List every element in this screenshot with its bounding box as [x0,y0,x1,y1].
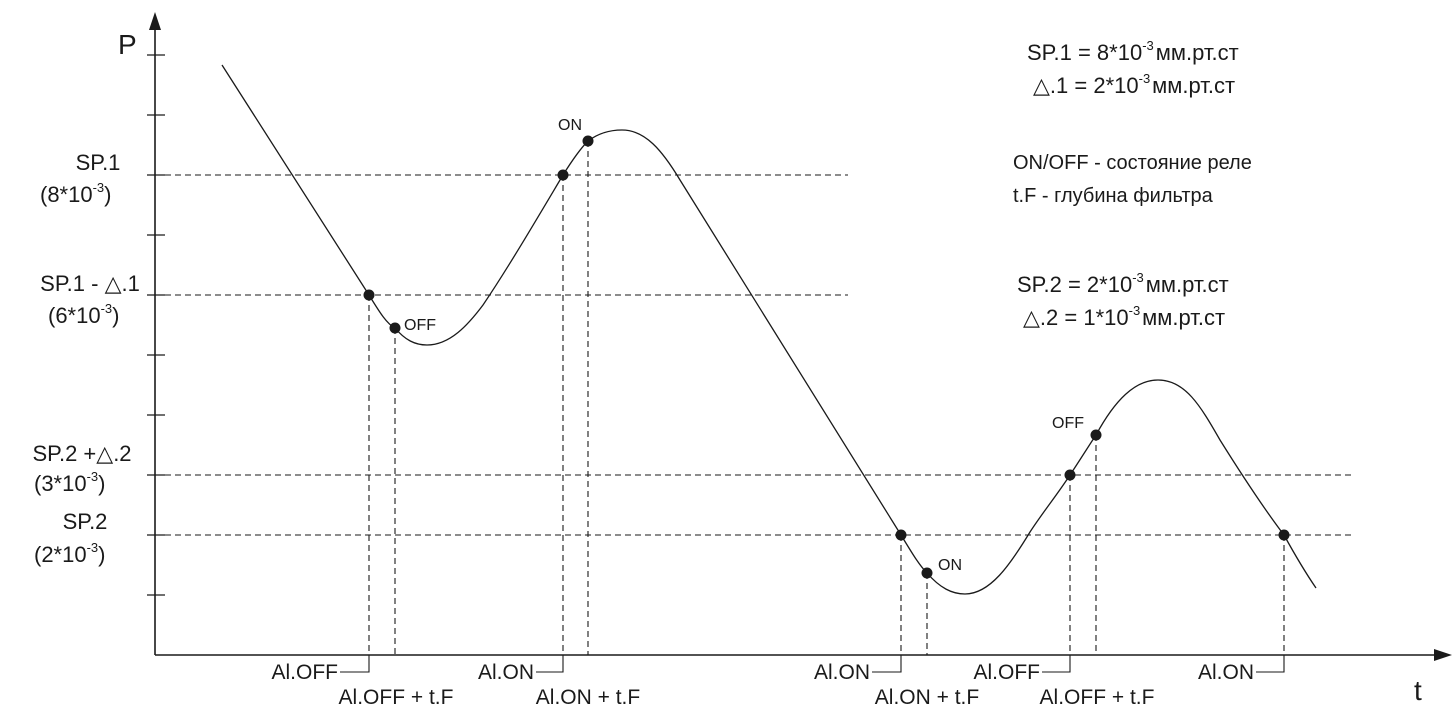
time-al-off-tf-2: Al.OFF + t.F [1040,686,1155,709]
time-al-off-tf-1: Al.OFF + t.F [339,686,454,709]
point-al-on-1 [557,169,569,181]
x-axis-arrow [1434,649,1452,661]
level-sp2-plus-d2-value: (3*10-3) [34,469,105,496]
point-off-1 [389,322,401,334]
axes: P t [118,12,1452,706]
leader-al-on-3 [1256,655,1285,673]
x-axis-label: t [1414,675,1422,706]
time-al-on-1: Al.ON [478,661,534,684]
time-labels: Al.OFF Al.OFF + t.F Al.ON Al.ON + t.F Al… [272,661,1255,709]
level-sp2-name: SP.2 [63,509,108,534]
level-sp1-name: SP.1 [76,150,121,175]
point-al-off-1 [363,289,375,301]
setting-sp1: SP.1 = 8*10-3мм.рт.ст [1027,38,1239,65]
setting-d1: △.1 = 2*10-3мм.рт.ст [1033,71,1235,98]
label-off-1: OFF [404,317,436,334]
point-off-2 [1090,429,1102,441]
level-sp2-value: (2*10-3) [34,540,105,567]
point-on-top [582,135,594,147]
point-state-labels: ON OFF ON OFF [404,117,1084,574]
setting-d2: △.2 = 1*10-3мм.рт.ст [1023,303,1225,330]
level-sp1-minus-d1-name: SP.1 - △.1 [40,271,140,296]
time-al-off-1: Al.OFF [272,661,339,684]
level-lines [155,174,1355,536]
relay-points [363,135,1290,579]
point-al-off-2 [1064,469,1076,481]
leader-al-on-1 [536,655,564,673]
time-al-on-tf-2: Al.ON + t.F [875,686,979,709]
time-al-on-3: Al.ON [1198,661,1254,684]
time-al-on-tf-1: Al.ON + t.F [536,686,640,709]
y-level-labels: SP.1 (8*10-3) SP.1 - △.1 (6*10-3) SP.2 +… [32,150,139,567]
level-sp2-plus-d2-name: SP.2 +△.2 [32,441,131,466]
level-sp1-value: (8*10-3) [40,180,111,207]
time-al-on-2: Al.ON [814,661,870,684]
y-axis-label: P [118,29,137,60]
label-on-top: ON [558,117,582,134]
setting-sp2: SP.2 = 2*10-3мм.рт.ст [1017,270,1229,297]
settings-block: SP.1 = 8*10-3мм.рт.ст △.1 = 2*10-3мм.рт.… [1013,38,1252,330]
point-on-bottom [921,567,933,579]
leader-al-on-2 [872,655,902,673]
point-al-on-3 [1278,529,1290,541]
y-axis-arrow [149,12,161,30]
y-axis-ticks [147,54,165,596]
point-al-on-2 [895,529,907,541]
leader-al-off-1 [340,655,370,673]
leader-al-off-2 [1042,655,1071,673]
legend-tf: t.F - глубина фильтра [1013,185,1214,207]
label-off-2: OFF [1052,415,1084,432]
legend-onoff: ON/OFF - состояние реле [1013,152,1252,174]
time-al-off-2: Al.OFF [974,661,1041,684]
time-leaders [340,655,1285,673]
level-sp1-minus-d1-value: (6*10-3) [48,301,119,328]
label-on-bottom: ON [938,557,962,574]
drop-lines [368,141,1285,655]
